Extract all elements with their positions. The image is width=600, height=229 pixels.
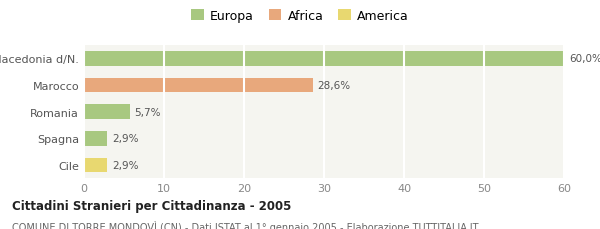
Bar (84, 131, 107, 146)
Bar (84, 105, 130, 120)
Text: 60,0%: 60,0% (569, 54, 600, 64)
Bar (84, 52, 564, 66)
Bar (84, 78, 313, 93)
Legend: Europa, Africa, America: Europa, Africa, America (187, 6, 413, 27)
Text: 28,6%: 28,6% (317, 81, 351, 91)
Text: 2,9%: 2,9% (112, 134, 139, 144)
Text: Cittadini Stranieri per Cittadinanza - 2005: Cittadini Stranieri per Cittadinanza - 2… (12, 199, 292, 212)
Text: 2,9%: 2,9% (112, 160, 139, 170)
Text: 5,7%: 5,7% (134, 107, 161, 117)
Bar (84, 158, 107, 173)
Text: COMUNE DI TORRE MONDOVÌ (CN) - Dati ISTAT al 1° gennaio 2005 - Elaborazione TUTT: COMUNE DI TORRE MONDOVÌ (CN) - Dati ISTA… (12, 220, 479, 229)
